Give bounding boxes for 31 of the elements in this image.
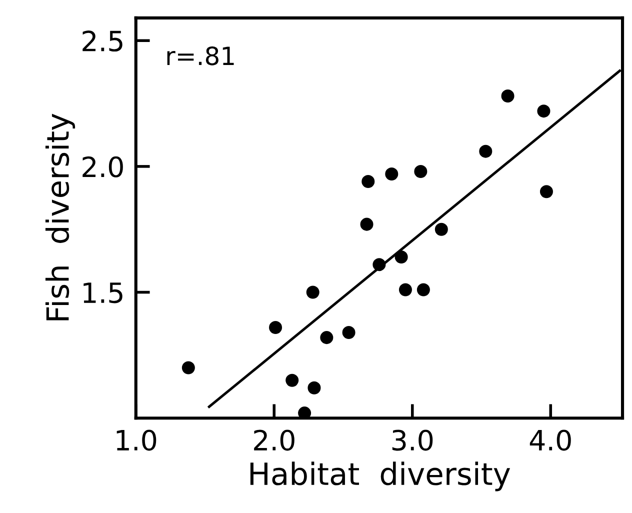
point xyxy=(372,258,386,272)
y-tick-label: 1.5 xyxy=(84,282,122,304)
point xyxy=(298,406,312,418)
point xyxy=(286,374,299,387)
annotation: r=.81 xyxy=(167,46,234,66)
point xyxy=(308,381,321,394)
point xyxy=(342,326,356,340)
point xyxy=(306,286,320,299)
x-tick-label: 1.0 xyxy=(116,430,156,451)
y-tick-label: 2.0 xyxy=(82,156,123,178)
point xyxy=(320,331,334,344)
x-tick-label: 4.0 xyxy=(530,430,571,451)
point xyxy=(434,222,448,236)
y-tick-label: 2.5 xyxy=(82,30,122,52)
point xyxy=(540,185,553,198)
point xyxy=(394,250,408,264)
x-axis-title: Habitat diversity xyxy=(250,462,510,492)
point xyxy=(362,175,375,188)
x-tick-label: 3.0 xyxy=(392,430,433,451)
x-tick-label: 2.0 xyxy=(254,430,294,451)
point xyxy=(501,89,514,102)
point xyxy=(479,144,492,158)
y-axis-title: Fish diversity xyxy=(45,114,76,320)
point xyxy=(385,167,398,180)
point xyxy=(182,361,195,374)
point xyxy=(398,283,412,296)
point xyxy=(269,320,282,334)
point xyxy=(360,218,374,231)
point xyxy=(414,164,428,178)
point xyxy=(416,283,430,296)
point xyxy=(537,104,550,118)
